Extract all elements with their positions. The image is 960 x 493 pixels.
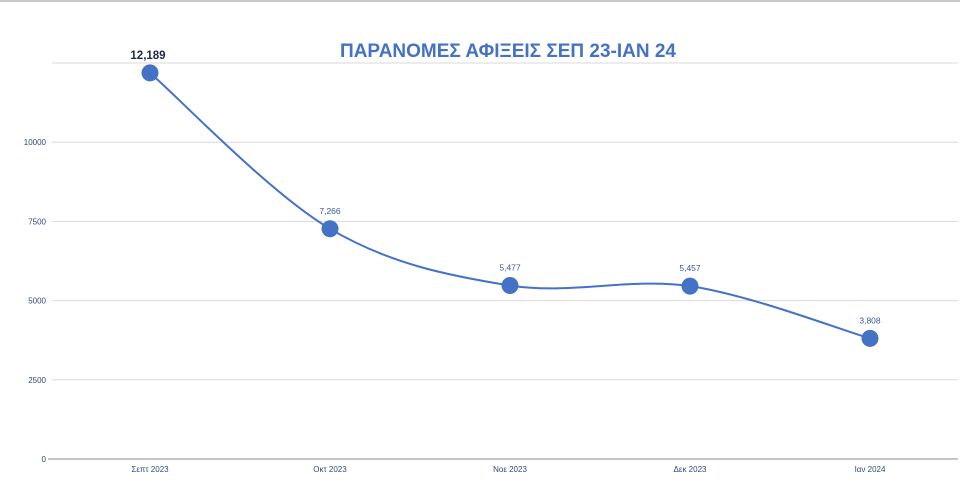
data-point-marker — [141, 64, 159, 82]
series-group — [141, 64, 879, 347]
data-label: 5,477 — [499, 263, 521, 273]
gridlines — [52, 62, 958, 381]
series-line — [149, 72, 871, 340]
x-tick-label: Νοε 2023 — [493, 465, 527, 474]
y-axis: 0 2500 5000 7500 10000 — [24, 138, 47, 464]
data-point-marker — [681, 277, 699, 295]
top-border — [0, 0, 960, 2]
x-tick-label: Οκτ 2023 — [313, 465, 347, 474]
data-point-marker — [321, 220, 339, 238]
y-tick-label: 0 — [42, 455, 47, 464]
y-tick-label: 7500 — [28, 217, 46, 226]
y-tick-label: 2500 — [28, 376, 46, 385]
y-tick-label: 5000 — [28, 297, 46, 306]
y-tick-label: 10000 — [24, 138, 47, 147]
x-tick-label: Σεπτ 2023 — [131, 465, 169, 474]
data-label: 7,266 — [319, 206, 341, 216]
data-point-marker — [501, 277, 519, 294]
data-point-marker — [861, 329, 879, 347]
data-labels: 12,189 7,266 5,477 5,457 3,808 — [130, 50, 881, 325]
x-tick-label: Δεκ 2023 — [674, 465, 707, 474]
chart-title: ΠΑΡΑΝΟΜΕΣ ΑΦΙΞΕΙΣ ΣΕΠ 23-ΙΑΝ 24 — [340, 41, 676, 62]
x-axis: Σεπτ 2023 Οκτ 2023 Νοε 2023 Δεκ 2023 Ιαν 202… — [48, 458, 958, 474]
data-label: 3,808 — [859, 315, 881, 325]
data-label: 5,457 — [679, 263, 701, 273]
data-label: 12,189 — [130, 50, 165, 62]
x-tick-label: Ιαν 2024 — [855, 465, 886, 474]
